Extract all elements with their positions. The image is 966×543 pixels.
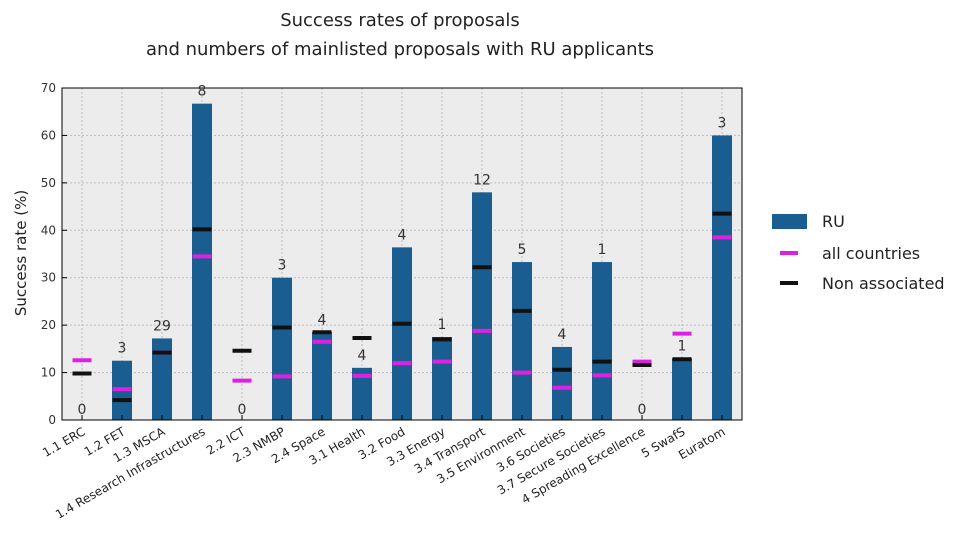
bar-ru	[512, 262, 532, 420]
legend-swatch-ru	[772, 214, 807, 229]
count-label: 4	[318, 312, 327, 328]
bar-ru	[472, 192, 492, 420]
count-label: 3	[118, 341, 127, 357]
bar-ru	[352, 367, 372, 420]
count-label: 3	[278, 258, 287, 274]
count-label: 4	[558, 327, 567, 343]
bar-ru	[552, 346, 572, 420]
chart-title-line1: Success rates of proposals	[280, 10, 520, 31]
count-label: 1	[438, 317, 447, 333]
y-tick-label: 30	[41, 271, 56, 285]
y-tick-label: 20	[41, 318, 56, 332]
y-tick-label: 50	[41, 176, 56, 190]
count-labels: 0 3 29 8 0 3 4 4 4 1 12 5 4 1 0 1 3	[78, 84, 727, 418]
count-label: 8	[198, 84, 207, 100]
legend: RU all countries Non associated	[772, 212, 945, 293]
y-tick-label: 10	[41, 366, 56, 380]
count-label: 3	[718, 115, 727, 131]
y-tick-label: 60	[41, 128, 56, 142]
x-tick-label: Euratom	[676, 424, 727, 462]
y-tick-label: 0	[48, 413, 56, 427]
count-label: 1	[678, 338, 687, 354]
bars	[112, 103, 732, 420]
y-tick-label: 70	[41, 81, 56, 95]
count-label: 29	[153, 318, 171, 334]
bar-ru	[672, 358, 692, 420]
count-label: 0	[78, 402, 87, 418]
count-label: 0	[238, 402, 247, 418]
markers	[72, 211, 732, 403]
legend-label-all-countries: all countries	[822, 244, 920, 263]
bar-ru	[432, 337, 452, 420]
bar-ru	[272, 277, 292, 420]
count-label: 12	[473, 172, 491, 188]
legend-label-non-associated: Non associated	[822, 274, 945, 293]
count-label: 4	[358, 348, 367, 364]
bar-ru	[392, 247, 412, 420]
bar-ru	[592, 262, 612, 420]
y-ticks: 0 10 20 30 40 50 60 70	[41, 81, 67, 427]
count-label: 0	[638, 402, 647, 418]
count-label: 1	[598, 242, 607, 258]
legend-label-ru: RU	[822, 212, 845, 231]
bar-ru	[312, 332, 332, 420]
bar-ru	[712, 135, 732, 420]
y-axis-label: Success rate (%)	[12, 190, 30, 316]
bar-ru	[152, 338, 172, 420]
bar-ru	[192, 103, 212, 420]
chart-title-line2: and numbers of mainlisted proposals with…	[146, 39, 654, 60]
x-tick-label: 1.1 ERC	[40, 424, 87, 459]
count-label: 5	[518, 242, 527, 258]
y-tick-label: 40	[41, 223, 56, 237]
count-label: 4	[398, 227, 407, 243]
